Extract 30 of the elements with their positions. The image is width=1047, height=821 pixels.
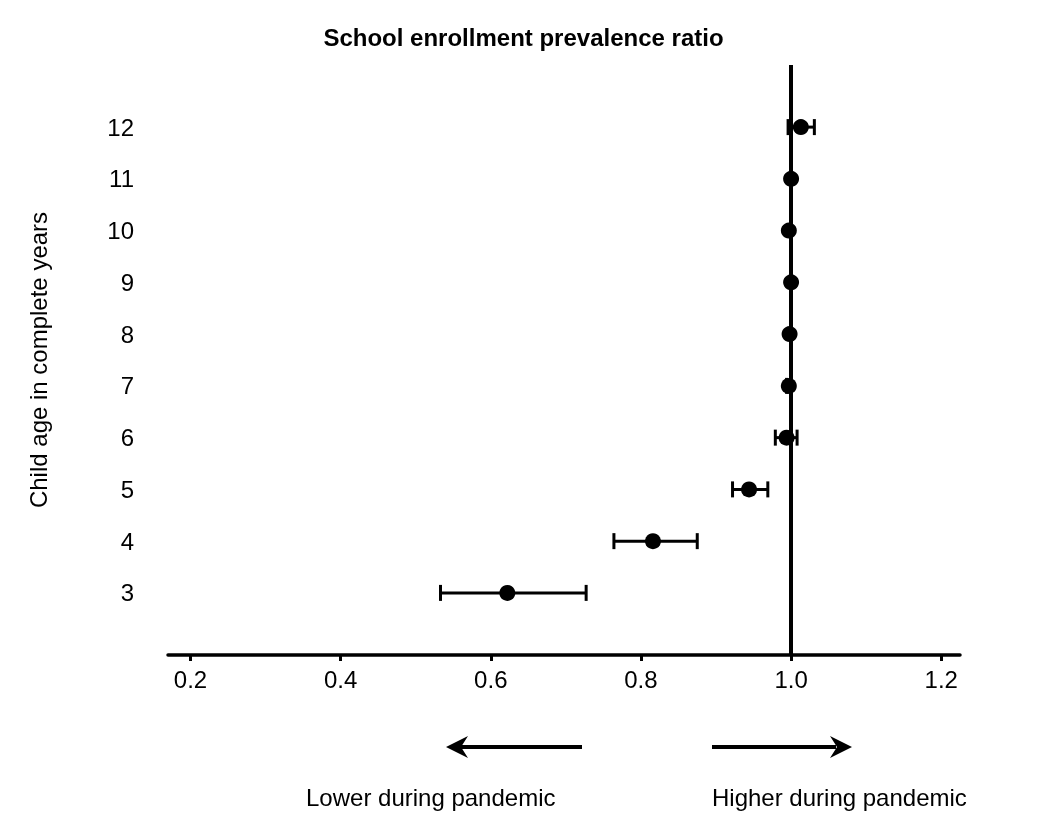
x-tick-label: 0.6 [474, 665, 508, 693]
point [780, 222, 797, 239]
point [783, 170, 800, 187]
chart-title: School enrollment prevalence ratio [323, 23, 724, 51]
y-tick-label: 11 [109, 165, 134, 193]
x-tick-label: 1.2 [924, 665, 958, 693]
text: Higher during pandemic [712, 784, 967, 812]
y-axis-title: Child age in complete years [24, 211, 52, 509]
y-tick-label: 5 [120, 475, 134, 503]
point [499, 584, 516, 601]
point [778, 429, 795, 446]
point [792, 119, 809, 136]
y-tick-label: 12 [107, 113, 134, 141]
y-tick-label: 4 [120, 527, 134, 555]
y-tick-label: 7 [120, 372, 134, 400]
point [741, 481, 758, 498]
point [783, 274, 800, 291]
x-tick-label: 1.0 [774, 665, 808, 693]
y-tick-label: 9 [120, 268, 134, 296]
text: Lower during pandemic [306, 784, 556, 812]
y-tick-label: 6 [120, 424, 134, 452]
x-tick-label: 0.8 [624, 665, 658, 693]
point [644, 533, 661, 550]
y-tick-label: 3 [120, 579, 134, 607]
point [780, 377, 797, 394]
point [781, 326, 798, 343]
y-tick-label: 8 [120, 320, 134, 348]
x-tick-label: 0.4 [323, 665, 358, 693]
x-tick-label: 0.2 [173, 665, 208, 693]
y-tick-label: 10 [107, 217, 134, 245]
